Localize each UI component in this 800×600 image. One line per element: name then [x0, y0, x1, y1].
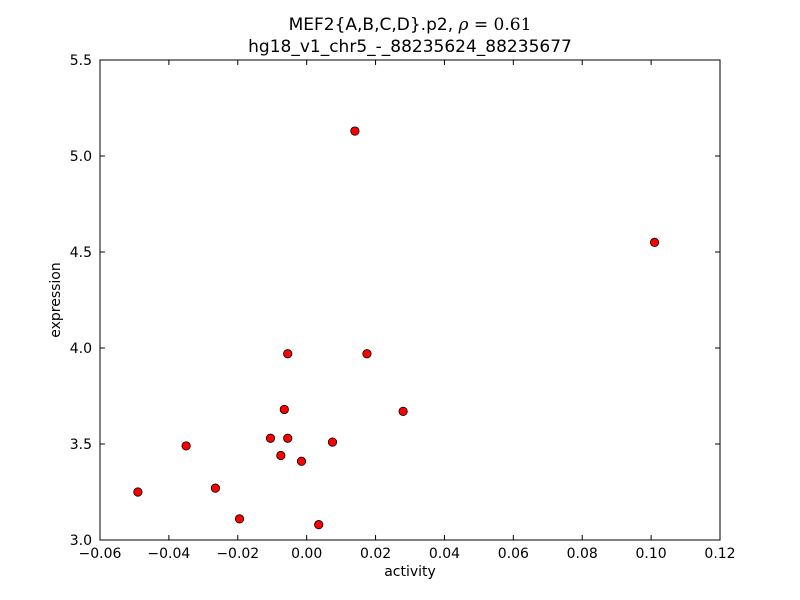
data-point — [276, 450, 286, 461]
x-tick-label: 0.00 — [291, 546, 322, 562]
y-tick-label: 4.5 — [70, 245, 92, 261]
x-tick-label: −0.02 — [216, 546, 259, 562]
data-point — [649, 237, 660, 247]
data-point — [296, 456, 307, 466]
data-point — [279, 404, 289, 415]
data-point — [210, 483, 220, 493]
y-tick-label: 5.5 — [70, 53, 92, 69]
x-tick-label: 0.10 — [636, 546, 667, 562]
data-point — [398, 406, 408, 416]
x-tick-label: 0.04 — [429, 546, 460, 562]
x-tick-label: 0.02 — [360, 546, 391, 562]
y-tick-label: 3.5 — [70, 437, 92, 453]
data-point — [314, 520, 324, 530]
y-tick-label: 4.0 — [70, 341, 92, 357]
chart-title: MEF2{A,B,C,D}.p2, ρ = 0.61 — [289, 15, 532, 35]
data-point — [133, 487, 143, 497]
data-point — [181, 441, 191, 451]
plot-area — [100, 60, 720, 540]
data-point — [350, 126, 360, 136]
x-tick-label: 0.06 — [498, 546, 529, 562]
chart-subtitle: hg18_v1_chr5_-_88235624_88235677 — [248, 37, 572, 57]
chart-title-prefix: MEF2{A,B,C,D}.p2, — [289, 15, 459, 35]
data-point — [283, 349, 293, 359]
data-point — [234, 514, 245, 524]
x-tick-label: 0.12 — [704, 546, 735, 562]
data-point — [265, 433, 276, 443]
y-tick-label: 3.0 — [70, 533, 92, 549]
rho-symbol: ρ — [458, 15, 469, 35]
x-tick-label: 0.08 — [567, 546, 598, 562]
x-axis: −0.06 −0.04 −0.02 0.00 0.02 0.04 0.06 0.08 0.10 0… — [79, 60, 736, 562]
data-point — [327, 437, 338, 447]
y-axis: 3.0 3.5 4.0 4.5 5.0 5.5 — [70, 53, 720, 549]
rho-value: = 0.61 — [469, 15, 532, 35]
data-point — [362, 349, 372, 359]
plot-frame — [99, 59, 721, 541]
x-tick-label: −0.04 — [147, 546, 190, 562]
y-axis-label: expression — [48, 262, 64, 338]
data-point — [283, 433, 293, 443]
y-tick-label: 5.0 — [70, 149, 92, 165]
x-axis-label: activity — [384, 564, 436, 580]
x-tick-label: −0.06 — [79, 546, 122, 562]
data-points — [133, 126, 660, 530]
